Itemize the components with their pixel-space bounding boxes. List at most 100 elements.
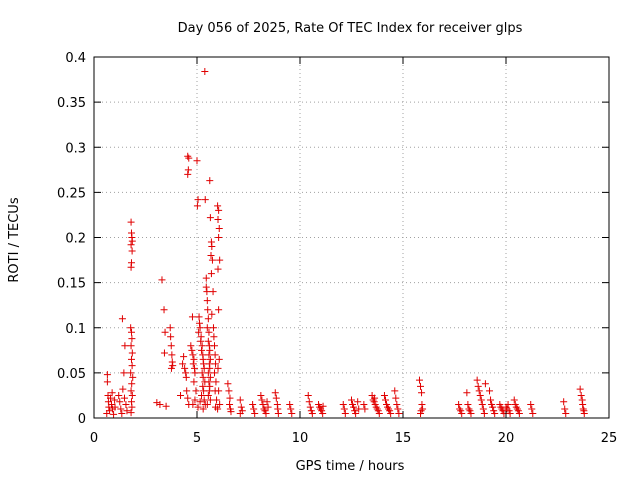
data-point — [263, 398, 271, 406]
data-point — [196, 398, 204, 406]
data-point — [127, 263, 135, 271]
data-point — [194, 403, 202, 411]
data-point — [127, 328, 135, 336]
data-point — [203, 288, 211, 296]
data-point — [198, 342, 206, 350]
y-tick-label: 0.4 — [65, 51, 86, 66]
data-point — [128, 335, 136, 343]
data-point — [211, 369, 219, 377]
data-point — [213, 396, 221, 404]
data-point — [201, 196, 209, 204]
data-point — [194, 196, 202, 204]
data-point — [196, 324, 204, 332]
data-point — [161, 328, 169, 336]
data-point — [236, 396, 244, 404]
data-point — [215, 387, 223, 395]
data-point — [274, 409, 282, 417]
data-point — [118, 409, 126, 417]
data-point — [209, 324, 217, 332]
data-point — [110, 410, 118, 418]
data-point — [211, 351, 219, 359]
y-tick-label: 0.2 — [65, 232, 86, 247]
data-point — [473, 376, 481, 384]
data-point — [115, 391, 123, 399]
x-tick-label: 25 — [601, 431, 618, 446]
data-point — [395, 409, 403, 417]
data-point — [160, 306, 168, 314]
data-point — [504, 400, 512, 408]
data-point — [384, 403, 392, 411]
data-point — [260, 405, 268, 413]
data-point — [340, 405, 348, 413]
data-point — [195, 313, 203, 321]
y-axis-label: ROTI / TECUs — [7, 197, 22, 282]
data-point — [419, 405, 427, 413]
data-point — [487, 396, 495, 404]
axis-ticks: 0 0.05 0.1 0.15 0.2 0.25 0.3 0.35 0.4 0 5 10 15 20 25 — [57, 51, 617, 446]
data-point — [181, 364, 189, 372]
data-point — [206, 355, 214, 363]
data-point — [103, 409, 111, 417]
data-point — [184, 152, 192, 160]
data-point — [480, 409, 488, 417]
data-point — [576, 385, 584, 393]
data-point — [286, 400, 294, 408]
data-point — [208, 256, 216, 264]
x-tick-label: 5 — [193, 431, 201, 446]
data-point — [158, 276, 166, 284]
data-point — [127, 241, 135, 249]
chart-title: Day 056 of 2025, Rate Of TEC Index for r… — [178, 21, 523, 36]
data-point — [415, 376, 423, 384]
data-point — [467, 409, 475, 417]
data-point — [528, 405, 536, 413]
data-point — [271, 389, 279, 397]
data-point — [561, 405, 569, 413]
data-point — [153, 399, 161, 407]
data-point — [204, 391, 212, 399]
data-point — [128, 403, 136, 411]
data-point — [227, 408, 235, 416]
data-point — [203, 297, 211, 305]
grid-lines — [94, 57, 609, 418]
data-point — [319, 409, 327, 417]
data-point — [250, 405, 258, 413]
data-point — [529, 409, 537, 417]
data-point — [304, 391, 312, 399]
data-point — [103, 371, 111, 379]
data-point — [190, 378, 198, 386]
data-point — [216, 256, 224, 264]
data-point — [128, 380, 136, 388]
data-point — [212, 378, 220, 386]
x-tick-label: 15 — [395, 431, 412, 446]
data-point — [212, 360, 220, 368]
data-point — [197, 337, 205, 345]
y-tick-label: 0.3 — [65, 141, 86, 156]
data-point — [202, 283, 210, 291]
data-point — [380, 391, 388, 399]
data-point — [214, 405, 222, 413]
data-point — [475, 387, 483, 395]
data-point — [204, 369, 212, 377]
data-point — [251, 409, 259, 417]
data-point — [577, 391, 585, 399]
data-point — [476, 391, 484, 399]
data-point — [119, 385, 127, 393]
y-tick-label: 0.05 — [57, 367, 86, 382]
data-point — [208, 310, 216, 318]
data-point — [288, 409, 296, 417]
data-point — [206, 346, 214, 354]
data-point — [463, 389, 471, 397]
data-point — [191, 396, 199, 404]
y-tick-label: 0 — [78, 412, 86, 427]
data-point — [127, 387, 135, 395]
data-point — [192, 387, 200, 395]
y-tick-label: 0.1 — [65, 322, 86, 337]
data-point — [160, 349, 168, 357]
data-point — [560, 398, 568, 406]
data-point — [348, 396, 355, 404]
data-point — [481, 380, 489, 388]
data-point — [168, 351, 176, 359]
data-point — [190, 355, 198, 363]
data-point — [369, 396, 377, 404]
data-point — [417, 409, 425, 417]
